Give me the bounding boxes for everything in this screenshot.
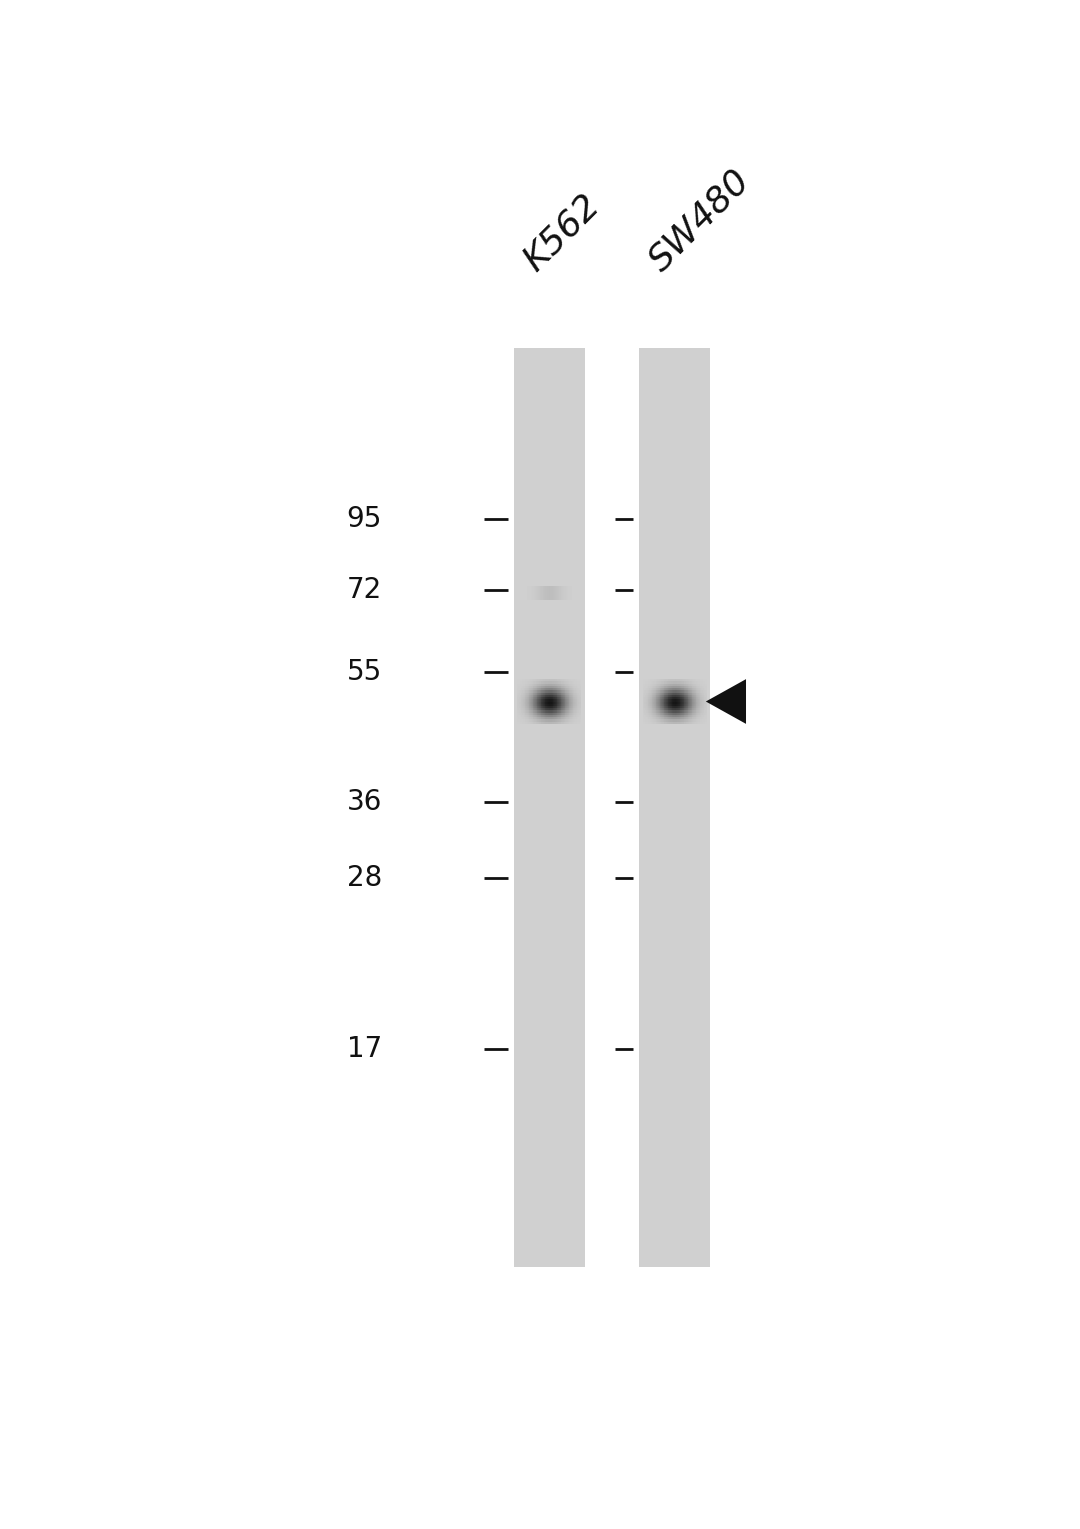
Polygon shape	[706, 679, 746, 723]
Text: 36: 36	[347, 787, 382, 815]
Text: 28: 28	[347, 864, 382, 891]
Text: 95: 95	[347, 505, 382, 534]
Text: K562: K562	[517, 188, 607, 278]
Bar	[514, 349, 585, 1266]
Bar	[639, 349, 711, 1266]
Text: 72: 72	[347, 575, 382, 604]
Text: 17: 17	[347, 1035, 382, 1063]
Text: SW480: SW480	[643, 164, 757, 278]
Text: 55: 55	[347, 657, 382, 687]
